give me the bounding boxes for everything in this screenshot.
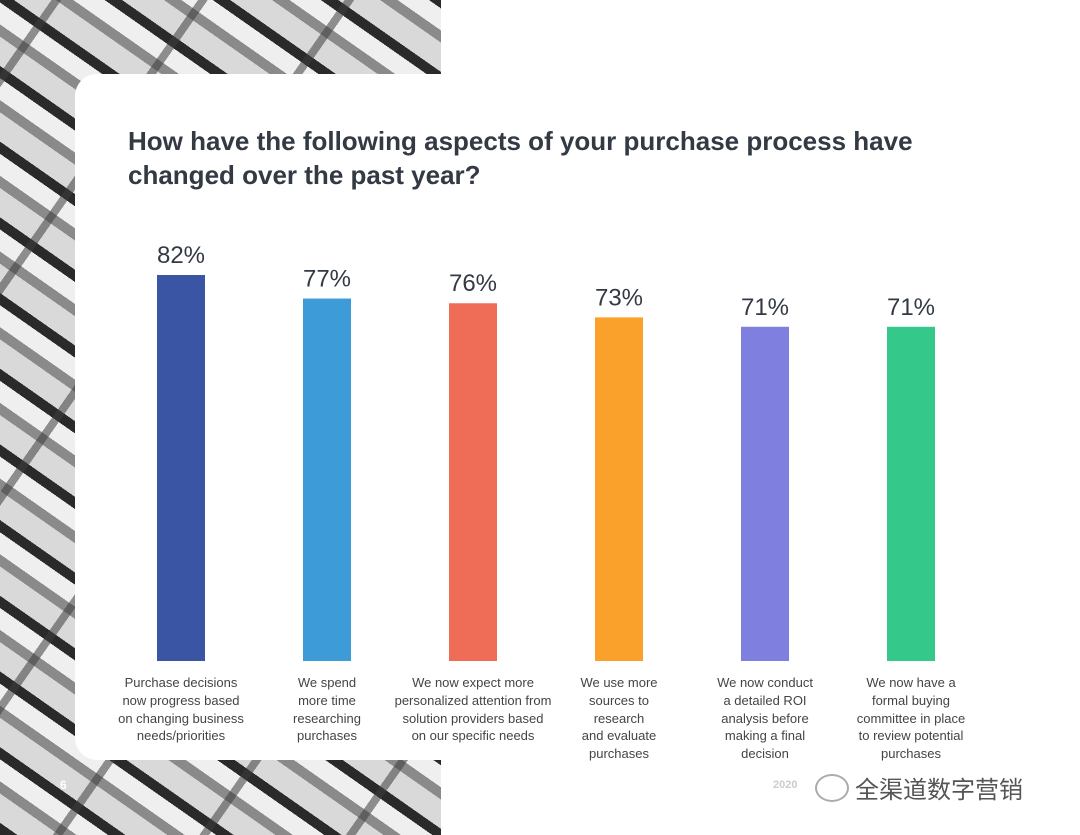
category-label: We now conduct a detailed ROI analysis b…	[717, 675, 813, 762]
category-label: Purchase decisions now progress based on…	[118, 675, 244, 744]
wechat-icon	[815, 773, 849, 802]
data-label: 77%	[303, 266, 351, 293]
watermark-text: 全渠道数字营销	[855, 777, 1023, 804]
bar	[741, 326, 789, 661]
chart-title: How have the following aspects of your p…	[128, 126, 913, 190]
bar	[303, 298, 351, 661]
watermark: 全渠道数字营销	[815, 770, 1023, 805]
data-label: 76%	[449, 270, 497, 297]
data-label: 73%	[595, 284, 643, 311]
data-label: 71%	[887, 294, 935, 321]
bar	[157, 275, 205, 661]
page-number: 6	[60, 778, 67, 792]
data-label: 71%	[741, 294, 789, 321]
footer-year: 2020	[773, 779, 798, 791]
bar	[595, 317, 643, 661]
bar	[887, 326, 935, 661]
category-label: We now expect more personalized attentio…	[394, 675, 552, 744]
category-label: We now have a formal buying committee in…	[856, 675, 966, 762]
category-label: We use more sources to research and eval…	[580, 675, 658, 762]
data-label: 82%	[157, 242, 205, 269]
bar	[449, 303, 497, 661]
category-label: We spend more time researching purchases	[293, 675, 361, 744]
